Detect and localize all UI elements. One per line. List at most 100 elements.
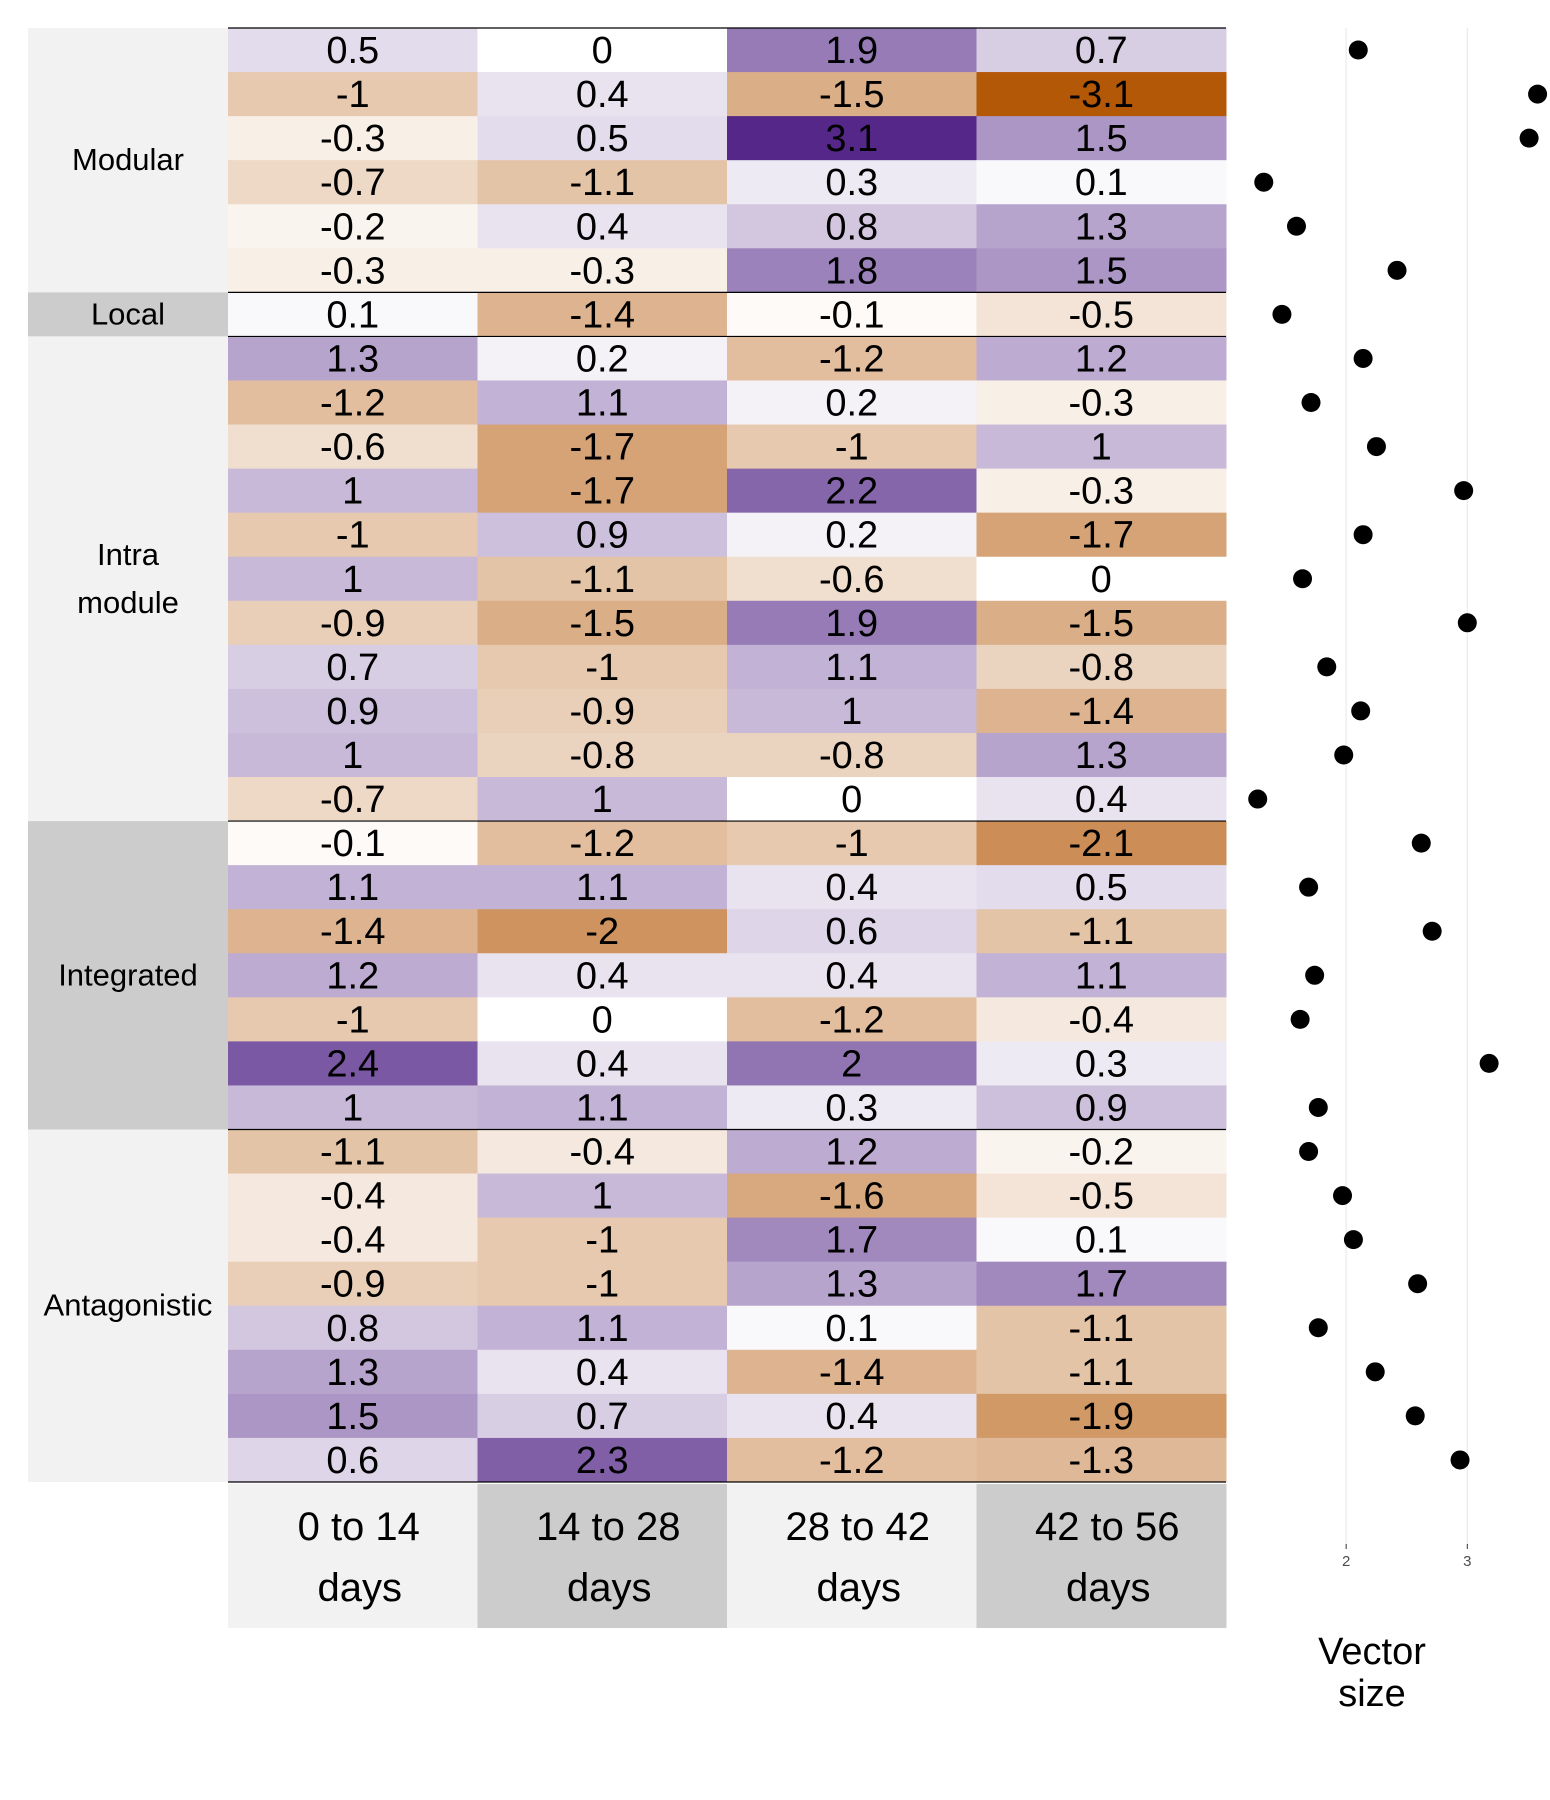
heatmap-row: -1.2 1.1 0.2 -0.3: [228, 380, 1227, 426]
heatmap-cell: [976, 1173, 1227, 1219]
heatmap-cell-value: -0.4: [320, 1220, 385, 1262]
heatmap-cell: [727, 1349, 977, 1395]
heatmap-cell-value: -0.6: [819, 559, 884, 601]
column-header-label: days: [1066, 1566, 1151, 1610]
heatmap-cell: [727, 116, 977, 161]
heatmap-cell-value: 1.8: [825, 250, 878, 292]
column-header-band: [228, 1484, 478, 1628]
heatmap-cell: [976, 204, 1227, 249]
x-tick-label: 3: [1463, 1553, 1471, 1570]
heatmap-row: -0.4 1 -1.6 -0.5: [228, 1173, 1227, 1219]
heatmap-cell: [976, 160, 1227, 205]
heatmap-cell-value: 0.4: [576, 1043, 629, 1085]
heatmap-cell-value: 0.8: [825, 206, 878, 248]
heatmap-cell: [976, 777, 1227, 822]
heatmap-cell-value: 0.7: [326, 647, 379, 689]
heatmap-cell-value: 1.1: [326, 867, 379, 909]
vector-size-point: [1519, 128, 1539, 148]
vector-size-point: [1334, 745, 1354, 765]
heatmap-cell: [477, 732, 728, 778]
heatmap-cell: [727, 1129, 977, 1175]
heatmap-cell: [727, 953, 977, 998]
group-label: Integrated: [58, 957, 198, 992]
heatmap-cell-value: 0.4: [576, 1352, 629, 1394]
heatmap-cell-value: -1: [336, 515, 370, 557]
heatmap-row: -0.2 0.4 0.8 1.3: [228, 204, 1227, 249]
heatmap-cell-value: 0: [1091, 559, 1112, 601]
heatmap-cell-value: 1.7: [825, 1220, 878, 1262]
heatmap-cell-value: -1: [585, 1264, 619, 1306]
heatmap-cell-value: 0.4: [576, 206, 629, 248]
heatmap-cell-value: 0.7: [1075, 30, 1128, 72]
heatmap-cell: [727, 732, 977, 778]
heatmap-cell-value: -0.7: [320, 779, 385, 821]
heatmap-cell-value: 0.5: [576, 118, 629, 160]
heatmap-cell-value: -3.1: [1069, 74, 1134, 116]
heatmap-cell: [477, 204, 728, 249]
heatmap-cell-value: -0.3: [320, 250, 385, 292]
heatmap-cell: [228, 116, 478, 161]
vector-size-point: [1301, 393, 1321, 413]
heatmap-row: 2.4 0.4 2 0.3: [228, 1041, 1227, 1086]
heatmap-cell: [228, 865, 478, 910]
column-header-label: 28 to 42: [785, 1505, 930, 1549]
vector-size-point: [1286, 216, 1306, 236]
heatmap-cell: [228, 997, 478, 1042]
heatmap-cell: [228, 204, 478, 249]
group-2: Intra module: [28, 336, 228, 822]
heatmap-cell: [727, 688, 977, 734]
heatmap-cell-value: -0.8: [570, 735, 635, 777]
heatmap-cell: [477, 865, 728, 910]
heatmap-cell-value: 2.2: [825, 471, 878, 513]
heatmap-cell: [976, 997, 1227, 1042]
column-header-band: [477, 1484, 728, 1628]
heatmap-cell-value: -1.9: [1069, 1396, 1134, 1438]
column-header-1: 14 to 28 days: [477, 1484, 728, 1628]
heatmap-cell: [727, 1437, 977, 1483]
heatmap-cell: [727, 512, 977, 558]
heatmap-cell: [976, 909, 1227, 954]
heatmap-cell: [228, 1261, 478, 1307]
heatmap-row: -1.1 -0.4 1.2 -0.2: [228, 1129, 1227, 1175]
heatmap-cell: [477, 1217, 728, 1263]
heatmap-cell: [976, 821, 1227, 866]
heatmap-cell: [477, 688, 728, 734]
heatmap-cell: [477, 644, 728, 690]
heatmap-cell: [976, 512, 1227, 558]
group-label: Local: [91, 296, 165, 331]
heatmap-cell-value: -1: [336, 74, 370, 116]
heatmap-cell-value: 0.1: [326, 294, 379, 336]
heatmap-row: -1.4 -2 0.6 -1.1: [228, 909, 1227, 954]
heatmap-cell: [976, 953, 1227, 998]
heatmap-cell-value: -1: [835, 823, 869, 865]
heatmap-cell-value: -1.7: [570, 471, 635, 513]
heatmap-cell: [976, 1217, 1227, 1263]
heatmap-row: -1 0 -1.2 -0.4: [228, 997, 1227, 1042]
heatmap-cell-value: -0.4: [320, 1176, 385, 1218]
heatmap-row: 0.9 -0.9 1 -1.4: [228, 688, 1227, 734]
heatmap-cell: [976, 865, 1227, 910]
heatmap-cell: [477, 1393, 728, 1439]
heatmap-cell: [976, 1393, 1227, 1439]
heatmap-cell: [228, 688, 478, 734]
group-label: module: [77, 585, 179, 620]
heatmap-cell-value: -0.9: [320, 603, 385, 645]
vector-size-point: [1408, 1274, 1428, 1294]
heatmap-cell-value: -1.2: [819, 338, 884, 380]
heatmap-cell-value: -0.3: [570, 250, 635, 292]
heatmap-row: 1 -0.8 -0.8 1.3: [228, 732, 1227, 778]
heatmap-cell: [228, 600, 478, 646]
heatmap-cell: [228, 909, 478, 954]
heatmap-cell-value: 0.2: [576, 338, 629, 380]
heatmap-cell: [477, 292, 728, 337]
vector-size-point: [1353, 525, 1373, 545]
vector-size-point: [1528, 84, 1548, 104]
heatmap-cell-value: 1.5: [1075, 118, 1128, 160]
heatmap-cell-value: -0.4: [570, 1132, 635, 1174]
x-axis-title: size: [1338, 1673, 1406, 1715]
heatmap-row: 1 -1.1 -0.6 0: [228, 556, 1227, 602]
vector-size-point: [1405, 1406, 1425, 1426]
heatmap-row: -0.9 -1 1.3 1.7: [228, 1261, 1227, 1307]
heatmap-cell-value: 3.1: [825, 118, 878, 160]
